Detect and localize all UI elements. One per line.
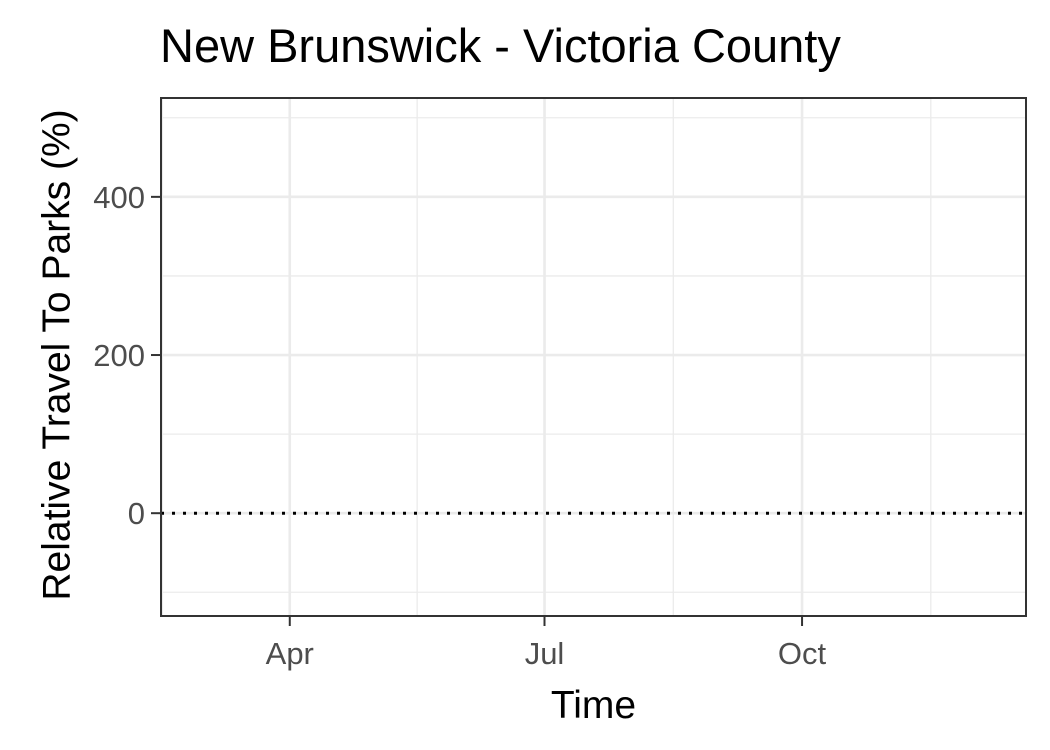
y-axis-title: Relative Travel To Parks (%) — [36, 109, 79, 600]
y-tick-label: 400 — [93, 180, 145, 215]
major-gridlines — [161, 98, 1026, 616]
chart-title: New Brunswick - Victoria County — [160, 19, 841, 72]
y-axis: 0 200 400 — [93, 180, 161, 531]
x-tick-label: Jul — [525, 636, 565, 671]
x-tick-label: Oct — [778, 636, 827, 671]
plot-border — [160, 97, 1027, 617]
plot-panel — [161, 98, 1026, 616]
y-tick-label: 0 — [128, 496, 145, 531]
x-axis-title: Time — [551, 684, 636, 727]
minor-gridlines — [161, 98, 1026, 616]
y-tick-label: 200 — [93, 338, 145, 373]
x-axis: Apr Jul Oct — [266, 616, 827, 671]
x-tick-label: Apr — [266, 636, 314, 671]
